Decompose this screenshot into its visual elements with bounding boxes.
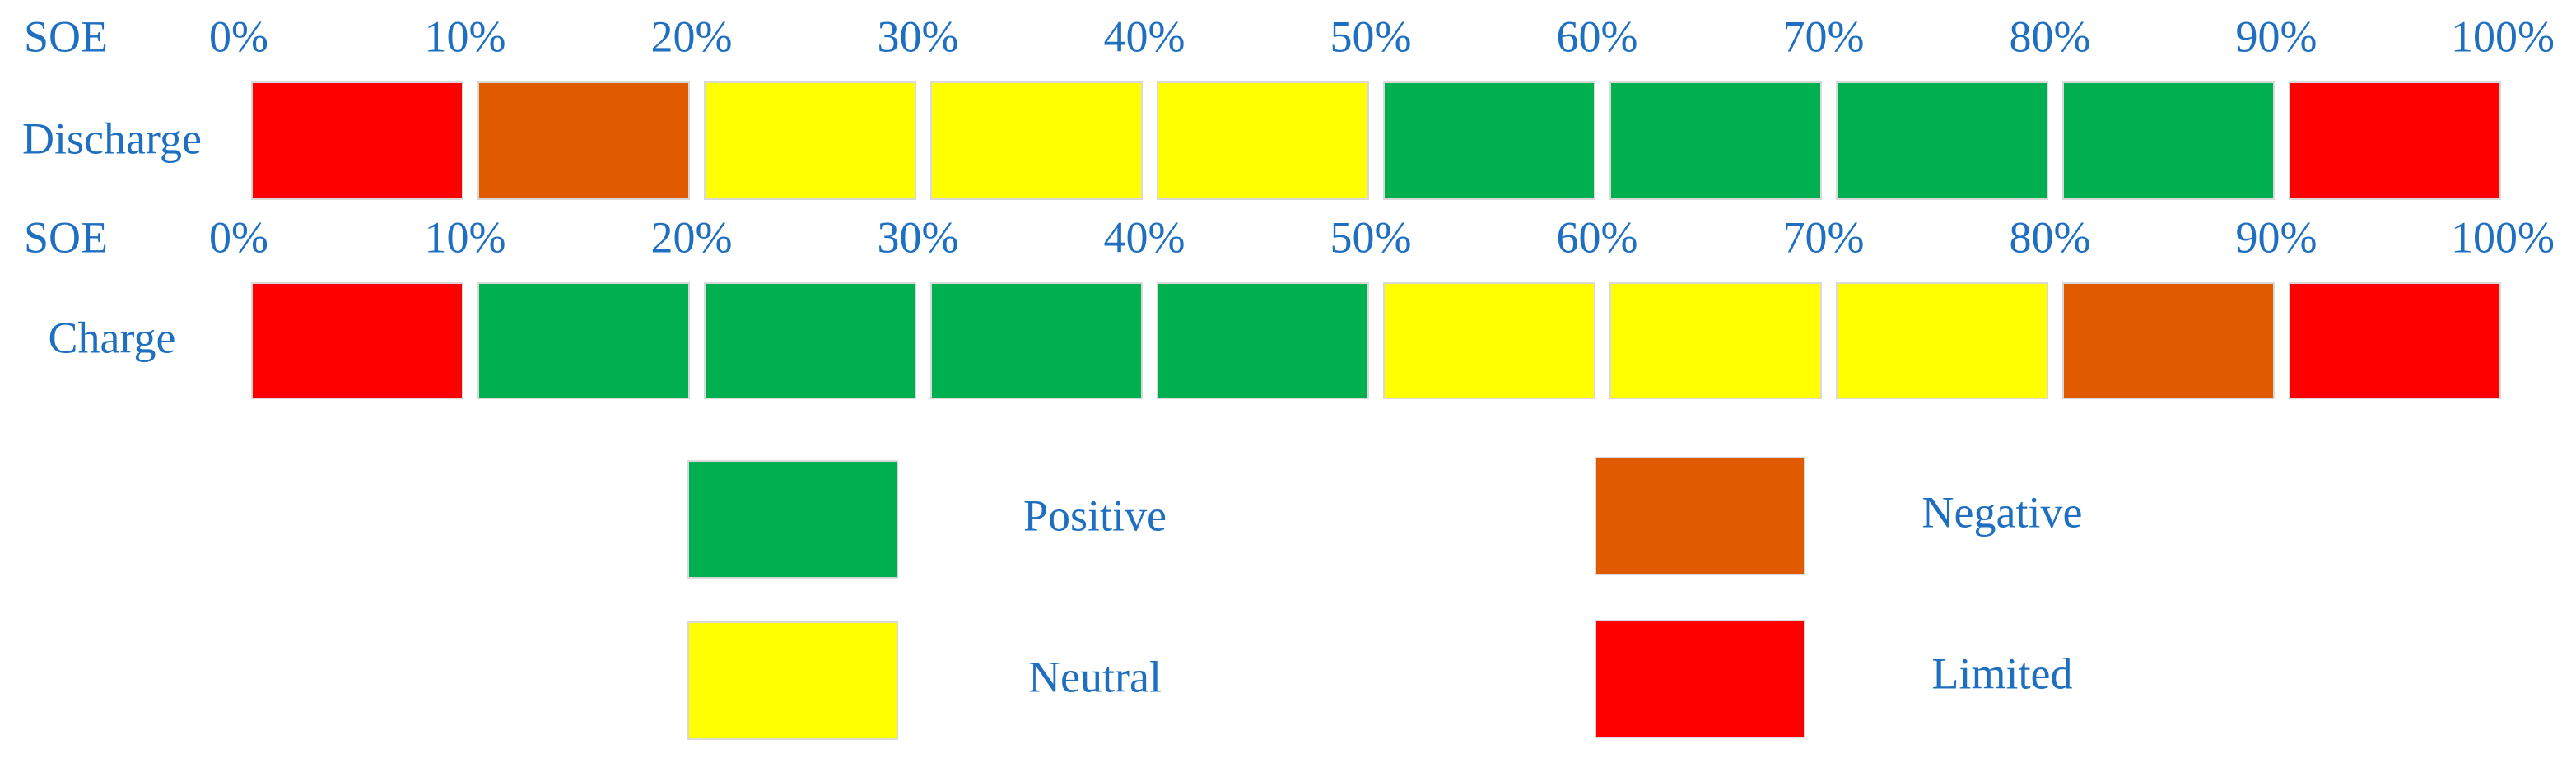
soe-cell	[2289, 81, 2501, 200]
soe-tick-label: 80%	[2010, 212, 2091, 262]
soe-cell	[2289, 282, 2501, 399]
soe-cell	[477, 81, 690, 200]
soe-tick-label: 100%	[2451, 12, 2555, 61]
legend-swatch	[1595, 457, 1805, 575]
soe-tick-label: 70%	[1783, 12, 1865, 61]
soe-cell	[477, 282, 690, 399]
soe-cell	[251, 282, 463, 399]
soe-cell	[2062, 282, 2275, 399]
soe-tick-label: 40%	[1104, 212, 1186, 262]
soe-tick-label: 50%	[1330, 212, 1412, 262]
legend-label: Limited	[1932, 649, 2073, 698]
soe-cell	[1383, 282, 1595, 399]
legend-swatch	[1595, 620, 1805, 738]
legend-label: Neutral	[1028, 652, 1162, 701]
soe-cell	[704, 282, 916, 399]
soe-tick-label: 0%	[209, 12, 268, 61]
soe-tick-label: 50%	[1330, 12, 1412, 61]
soe-cell	[251, 81, 463, 200]
soe-tick-label: 30%	[878, 12, 959, 61]
legend-label: Positive	[1023, 491, 1167, 540]
soe-tick-label: 80%	[2010, 12, 2091, 61]
soe-label: SOE	[24, 212, 108, 262]
soe-tick-label: 70%	[1783, 212, 1865, 262]
legend-label: Negative	[1922, 487, 2083, 537]
soe-cell	[930, 81, 1143, 200]
legend-swatch	[687, 621, 898, 740]
soe-label: SOE	[24, 12, 108, 61]
soe-cell	[1157, 81, 1369, 200]
soe-tick-label: 100%	[2451, 212, 2555, 262]
soe-tick-label: 60%	[1557, 212, 1638, 262]
soe-cell	[1609, 81, 1822, 200]
soe-tick-label: 90%	[2236, 212, 2317, 262]
soe-cell	[1836, 81, 2048, 200]
soe-tick-label: 30%	[878, 212, 959, 262]
row-label: Discharge	[22, 114, 202, 163]
soe-cell	[704, 81, 916, 200]
soe-cell	[930, 282, 1143, 399]
soe-tick-label: 10%	[425, 12, 506, 61]
soe-tick-label: 20%	[651, 12, 733, 61]
soe-cell	[1609, 282, 1822, 399]
soe-cell	[2062, 81, 2275, 200]
soe-tick-label: 40%	[1104, 12, 1186, 61]
soe-cell	[1157, 282, 1369, 399]
soe-cell	[1383, 81, 1595, 200]
row-label: Charge	[49, 313, 176, 362]
soe-tick-label: 60%	[1557, 12, 1638, 61]
soe-cell	[1836, 282, 2048, 399]
soe-tick-label: 10%	[425, 212, 506, 262]
soe-tick-label: 90%	[2236, 12, 2317, 61]
legend-swatch	[687, 460, 898, 579]
soe-tick-label: 0%	[209, 212, 268, 262]
soe-tick-label: 20%	[651, 212, 733, 262]
